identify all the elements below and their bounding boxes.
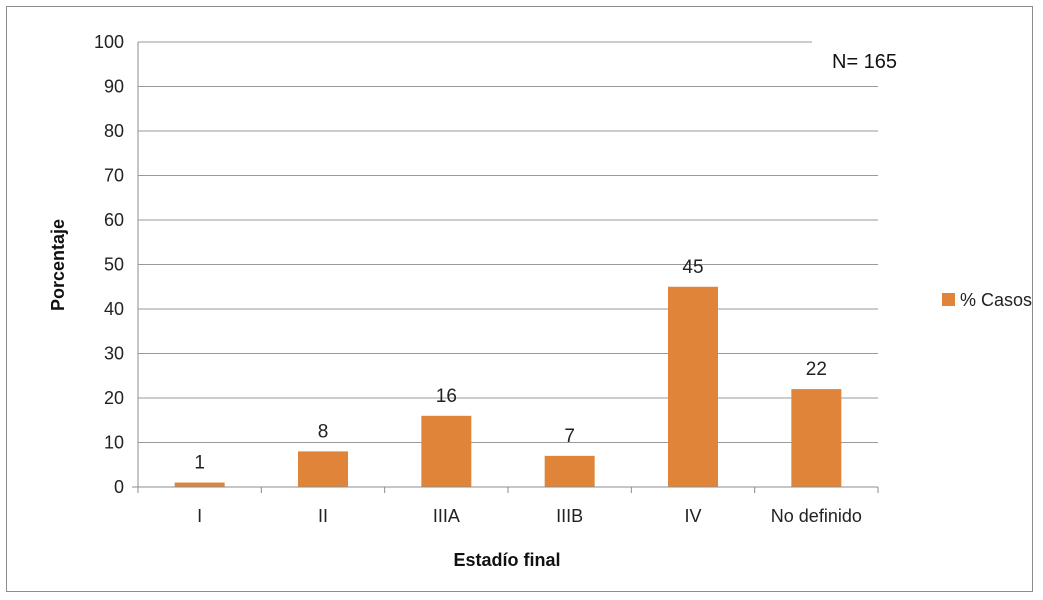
y-tick-label: 90 [104, 77, 124, 97]
legend-label: % Casos [960, 290, 1032, 310]
y-tick-label: 40 [104, 299, 124, 319]
x-axis-title: Estadío final [453, 550, 560, 570]
x-tick-label: IIIA [433, 506, 460, 526]
x-tick-label: IIIB [556, 506, 583, 526]
x-tick-label: II [318, 506, 328, 526]
y-tick-label: 0 [114, 477, 124, 497]
data-label: 22 [806, 359, 827, 380]
bar [668, 286, 718, 487]
data-labels: 1 8 16 7 45 22 [194, 257, 827, 474]
x-tick-label: I [197, 506, 202, 526]
gridlines [137, 41, 878, 487]
sample-size-annotation: N= 165 [832, 51, 897, 73]
y-tick-label: 20 [104, 388, 124, 408]
data-label: 8 [318, 421, 329, 442]
y-axis-title: Porcentaje [48, 219, 68, 311]
bar [174, 482, 225, 487]
legend-swatch [942, 293, 955, 306]
y-tick-label: 30 [104, 344, 124, 364]
data-label: 1 [194, 453, 205, 474]
data-label: 16 [436, 386, 457, 407]
bar [791, 389, 842, 487]
y-tick-label: 60 [104, 210, 124, 230]
bar [298, 451, 348, 487]
y-tick-label: 70 [104, 166, 124, 186]
x-tick-label: IV [684, 506, 701, 526]
y-tick-label: 100 [94, 32, 124, 52]
data-label: 7 [564, 426, 575, 447]
data-label: 45 [682, 257, 703, 278]
bar [544, 455, 595, 487]
y-tick-label: 10 [104, 433, 124, 453]
bars [174, 286, 842, 487]
y-tick-label: 50 [104, 255, 124, 275]
x-tick-label: No definido [771, 506, 862, 526]
bar [421, 415, 472, 487]
x-axis [132, 486, 879, 493]
x-tick-labels: I II IIIA IIIB IV No definido [197, 506, 862, 526]
y-tick-labels: 0 10 20 30 40 50 60 70 80 90 100 [94, 32, 124, 497]
y-tick-label: 80 [104, 121, 124, 141]
chart-frame [6, 6, 1033, 592]
legend: % Casos [942, 290, 1032, 310]
